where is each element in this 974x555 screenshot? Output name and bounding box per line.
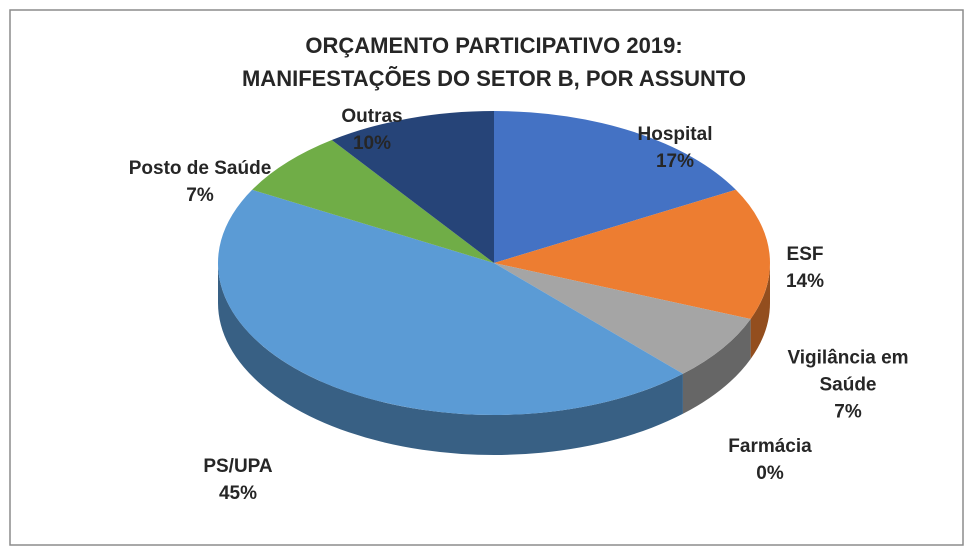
pie-slice (494, 189, 771, 319)
category-label: Farmácia (728, 436, 812, 457)
data-label: Farmácia 0% (685, 433, 855, 487)
data-label: Outras 10% (287, 103, 457, 157)
pie-slice (252, 140, 494, 263)
chart-title: MANIFESTAÇÕES DO SETOR B, POR ASSUNTO (242, 66, 746, 91)
data-label: Posto de Saúde 7% (115, 155, 285, 209)
value-label: 45% (218, 483, 258, 504)
category-label: PS/UPA (203, 456, 273, 477)
category-label: ESF (786, 244, 824, 265)
pie-slice (331, 111, 494, 263)
data-label: PS/UPA 45% (153, 453, 323, 507)
pie-side (682, 318, 751, 414)
value-label: 14% (785, 271, 825, 292)
category-label: Hospital (637, 124, 713, 145)
value-label: 10% (352, 133, 392, 154)
chart-title: ORÇAMENTO PARTICIPATIVO 2019: (305, 33, 682, 58)
value-label: 7% (834, 401, 862, 423)
value-label: 17% (655, 151, 695, 172)
category-label: Posto de Saúde (128, 158, 272, 179)
data-label: Hospital 17% (590, 121, 760, 175)
category-label: Vigilância em Saúde (787, 347, 909, 396)
data-label: Vigilância em Saúde 7% (773, 345, 923, 426)
data-label: ESF 14% (720, 241, 890, 295)
pie-slice (494, 111, 736, 263)
pie-side (218, 263, 683, 455)
pie-side (750, 263, 771, 359)
pie-slice (494, 263, 751, 374)
value-label: 7% (186, 185, 214, 206)
pie-slice (218, 189, 683, 415)
value-label: 0% (756, 463, 784, 484)
category-label: Outras (341, 106, 403, 127)
